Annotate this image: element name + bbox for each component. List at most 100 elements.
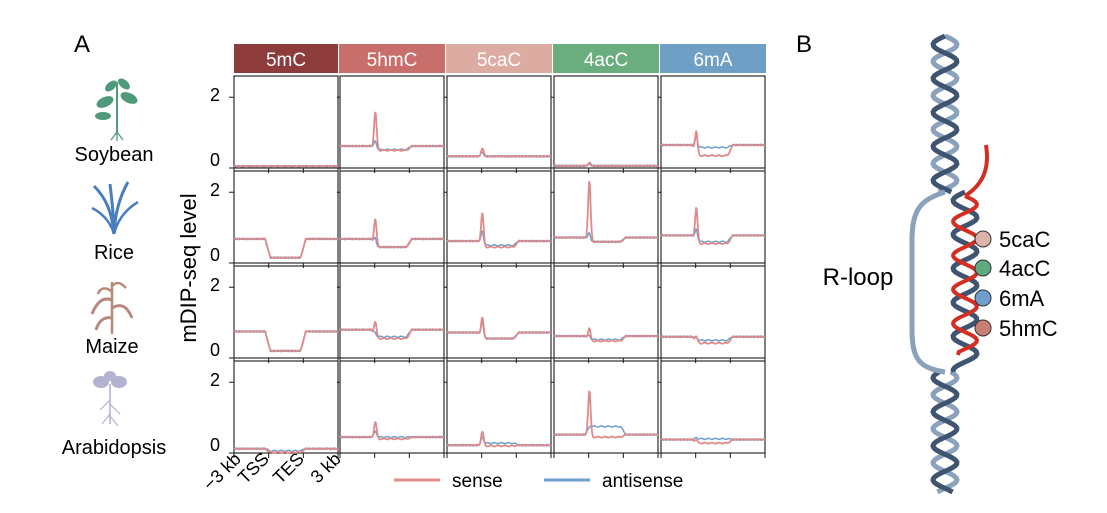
panel-rice-5caC [444,170,552,268]
panel-maize-5caC [444,265,552,363]
panel-frame [233,170,339,264]
panel-frame [553,170,659,264]
species-label-rice: Rice [94,242,134,264]
panel-rice-5hmC [337,170,445,268]
panel-frame [339,170,445,264]
panel-soybean-5hmC [337,75,445,173]
panel-arabidopsis-5hmC [337,360,445,458]
header-label-5mC: 5mC [266,50,306,71]
mark-label-4acC: 4acC [999,256,1050,281]
rloop-diagram [909,33,992,495]
dna-strand-dark-top [930,33,960,195]
soybean-icon [95,78,138,141]
series-line-sense [233,164,339,168]
series-line-sense [339,218,445,249]
panel-frame [446,75,552,169]
series-line-antisense [446,230,552,247]
header-bar-4acC [553,44,659,73]
panel-frame [660,265,766,359]
legend-antisense-label: antisense [602,471,683,492]
panel-frame [553,75,659,169]
panel-frame [660,170,766,264]
panel-rice-5mC [229,170,339,268]
panel-rice-6mA [658,170,766,268]
panel-rice-4acC [551,170,659,268]
panel-frame [660,75,766,169]
panel-frame [553,360,659,454]
panel-frame [233,360,339,454]
panel-soybean-4acC [551,75,659,173]
header-label-5hmC: 5hmC [367,50,418,71]
series-line-sense [233,237,339,260]
y-axis-label: mDIP-seq level [176,193,201,342]
y-tick-labels: 2 0 2 0 2 0 2 0 [210,85,220,455]
rice-icon [91,181,139,235]
mark-label-5caC: 5caC [999,227,1050,252]
x-tick-labels: −3 kb TSS TES 3 kb [199,449,345,495]
mark-dot-6mA [974,289,992,307]
panel-frame [339,75,445,169]
species-label-maize: Maize [85,336,138,358]
maize-icon [90,281,134,334]
panel-maize-4acC [551,265,659,363]
plot-grid [229,75,766,458]
column-headers: 5mC 5hmC 5caC 4acC 6mA [234,44,766,73]
panel-a-label: A [74,31,90,58]
ytick-label-row3-bottom: 0 [210,340,220,360]
series-line-antisense [233,237,339,259]
displaced-strand [909,189,946,375]
xtick-label-3kb: 3 kb [307,449,345,487]
species-label-arabidopsis: Arabidopsis [62,437,167,459]
series-line-sense [660,438,766,445]
header-bar-5caC [446,44,552,73]
panel-frame [446,360,552,454]
mark-label-6mA: 6mA [999,286,1045,311]
mark-dot-5caC [974,230,992,248]
series-line-sense [553,327,659,343]
panel-frame [339,265,445,359]
panel-arabidopsis-5mC [229,360,339,458]
series-line-sense [339,421,445,441]
panel-maize-6mA [658,265,766,363]
panel-soybean-6mA [658,75,766,173]
legend: sense antisense [394,471,683,492]
panel-maize-5mC [229,265,339,363]
series-line-sense [553,161,659,168]
template-strand [950,189,980,373]
series-line-sense [553,390,659,439]
ytick-label-row2-top: 2 [210,180,220,200]
rloop-label: R-loop [823,264,894,291]
xtick-label-tss: TSS [234,449,273,488]
dna-strand-light-top [930,33,960,195]
panel-frame [660,360,766,454]
dna-strand-dark-bottom [930,369,960,495]
panel-arabidopsis-4acC [551,360,659,458]
panel-frame [446,265,552,359]
series-line-antisense [446,321,552,340]
rna-strand [950,194,980,356]
panel-frame [446,170,552,264]
xtick-label-tes: TES [269,449,308,488]
series-line-sense [553,180,659,244]
series-line-sense [233,329,339,353]
panel-soybean-5mC [229,75,339,173]
ytick-label-row4-top: 2 [210,370,220,390]
species-label-soybean: Soybean [75,144,154,166]
ytick-label-row3-top: 2 [210,275,220,295]
panel-frame [339,360,445,454]
panel-maize-5hmC [337,265,445,363]
panel-b-label: B [796,31,812,58]
ytick-label-row2-bottom: 0 [210,245,220,265]
panel-arabidopsis-6mA [658,360,766,458]
header-bar-5mC [234,44,338,73]
panel-frame [233,75,339,169]
ytick-label-row1-top: 2 [210,85,220,105]
panel-frame [233,265,339,359]
series-line-sense [446,430,552,448]
series-line-sense [446,147,552,158]
series-line-sense [446,212,552,249]
series-line-sense [660,130,766,158]
series-line-antisense [233,330,339,353]
rna-tail [963,144,989,198]
